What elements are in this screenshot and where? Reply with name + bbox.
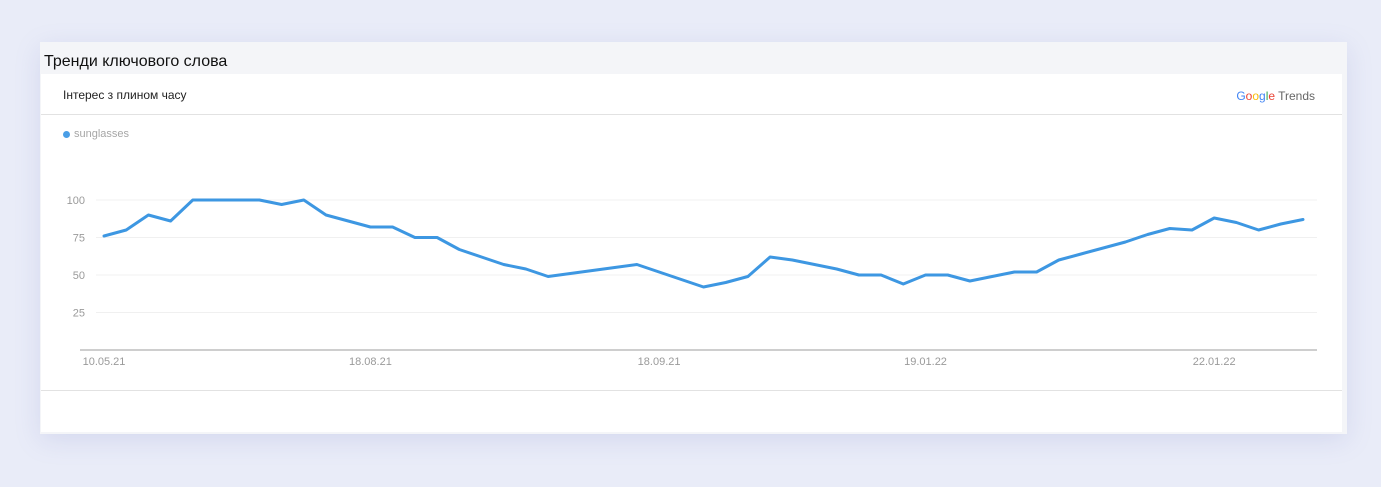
x-tick-label: 18.08.21 bbox=[349, 356, 392, 368]
legend-label: sunglasses bbox=[74, 128, 130, 140]
logo-letter: o bbox=[1245, 89, 1253, 103]
y-tick-label: 100 bbox=[67, 195, 85, 207]
interest-over-time-panel: Інтерес з плином часу Google Trends sungl… bbox=[41, 74, 1342, 432]
panel-divider bbox=[41, 390, 1342, 391]
legend-dot-icon bbox=[63, 130, 70, 138]
section-title: Тренди ключового слова bbox=[44, 53, 228, 70]
x-tick-label: 22.01.22 bbox=[1193, 356, 1236, 368]
panel-header: Інтерес з плином часу Google Trends bbox=[41, 74, 1342, 115]
google-trends-logo: Google Trends bbox=[1236, 89, 1315, 103]
y-tick-label: 25 bbox=[73, 308, 85, 320]
logo-letter: e bbox=[1268, 89, 1276, 103]
logo-letter: G bbox=[1236, 89, 1246, 103]
logo-letter: o bbox=[1252, 89, 1260, 103]
line-chart: 25 50 75 100 10.05.21 18.08.21 18.09.21 19.01.2… bbox=[67, 195, 1317, 368]
x-tick-label: 18.09.21 bbox=[638, 356, 681, 368]
logo-letter: g bbox=[1259, 89, 1266, 103]
keyword-trends-card: Тренди ключового слова Інтерес з плином … bbox=[40, 42, 1347, 434]
series-line-sunglasses bbox=[102, 198, 1305, 289]
logo-letter: l bbox=[1265, 89, 1269, 103]
y-tick-label: 75 bbox=[73, 233, 85, 245]
logo-trends-text: Trends bbox=[1278, 89, 1315, 103]
x-tick-label: 10.05.21 bbox=[83, 356, 126, 368]
y-tick-label: 50 bbox=[73, 270, 85, 282]
x-tick-label: 19.01.22 bbox=[904, 356, 947, 368]
panel-title: Інтерес з плином часу bbox=[63, 88, 187, 102]
chart-legend: sunglasses bbox=[63, 128, 129, 140]
